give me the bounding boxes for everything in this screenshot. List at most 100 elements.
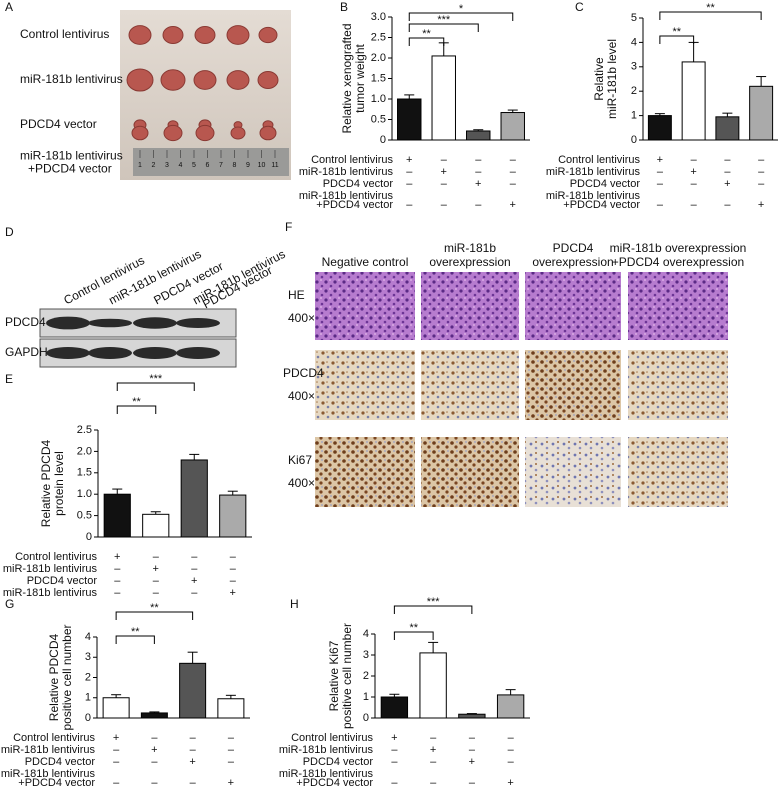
ihc-image: [525, 272, 621, 340]
column-label: overexpression: [532, 255, 613, 269]
tumor: [193, 70, 217, 90]
panel-label: F: [285, 220, 292, 234]
y-axis-label: positive cell number: [340, 623, 354, 729]
condition-sign: –: [113, 777, 120, 789]
y-axis-label: tumor weight: [353, 43, 367, 112]
bar: [102, 697, 130, 719]
y-tick-label: 0.5: [77, 510, 92, 522]
y-axis-label: Relative PDCD4: [39, 439, 53, 527]
tumor: [194, 26, 216, 44]
condition-sign: –: [114, 563, 121, 575]
condition-sign: +: [441, 166, 447, 178]
band: [88, 318, 132, 328]
significance-label: **: [409, 622, 418, 634]
ruler-label: 6: [206, 162, 210, 169]
condition-sign: –: [151, 777, 158, 789]
condition-sign: –: [430, 732, 437, 744]
condition-label: miR-181b lentivirus: [279, 768, 374, 780]
significance-bracket: [408, 23, 479, 32]
significance-label: ***: [427, 596, 441, 608]
condition-label: PDCD4 vector: [323, 178, 394, 190]
condition-sign: –: [190, 777, 197, 789]
bar: [431, 55, 456, 141]
ihc-grid: [315, 272, 728, 507]
panel-label: D: [5, 225, 14, 239]
condition-sign: –: [510, 166, 517, 178]
bar: [179, 662, 207, 719]
band: [46, 316, 90, 330]
band: [176, 318, 220, 328]
condition-sign: –: [191, 563, 198, 575]
significance-bracket: [659, 11, 762, 20]
condition-label: PDCD4 vector: [25, 756, 96, 768]
row-label: miR-181b lentivirus: [20, 72, 123, 86]
band: [46, 347, 90, 359]
condition-sign: –: [508, 756, 515, 768]
significance-bracket: [115, 635, 155, 644]
column-label: miR-181b overexpression: [610, 241, 747, 255]
tumor: [230, 126, 246, 140]
significance-bracket: [408, 12, 514, 21]
condition-sign: –: [230, 551, 237, 563]
significance-label: **: [706, 2, 715, 14]
y-tick-label: 0.5: [371, 113, 386, 125]
condition-label: miR-181b lentivirus: [299, 166, 394, 178]
condition-sign: –: [657, 166, 664, 178]
condition-sign: +: [153, 563, 159, 575]
row-label: +PDCD4 vector: [28, 162, 112, 176]
tumor: [131, 125, 149, 141]
y-tick-label: 1.5: [371, 72, 386, 84]
significance-label: *: [459, 3, 464, 15]
ihc-image: [315, 272, 415, 340]
bar: [681, 61, 706, 141]
condition-sign: –: [230, 563, 237, 575]
row-label: Control lentivirus: [20, 27, 109, 41]
condition-label: Control lentivirus: [311, 154, 393, 166]
condition-sign: +: [475, 178, 481, 190]
condition-sign: –: [406, 199, 413, 211]
condition-sign: –: [191, 587, 198, 599]
ruler: [133, 148, 289, 176]
ihc-image: [628, 272, 728, 340]
condition-sign: –: [475, 199, 482, 211]
condition-sign: +: [113, 732, 119, 744]
bar: [500, 112, 525, 141]
y-tick-label: 0: [86, 531, 92, 543]
row-label: PDCD4 vector: [20, 117, 97, 131]
ruler-label: 7: [219, 162, 223, 169]
row-label: PDCD4: [283, 366, 324, 380]
condition-sign: –: [391, 756, 398, 768]
condition-sign: –: [441, 199, 448, 211]
condition-sign: –: [430, 756, 437, 768]
significance-label: ***: [149, 373, 163, 385]
ihc-image: [628, 350, 728, 420]
bar: [103, 493, 131, 538]
ruler-label: 10: [258, 162, 266, 169]
condition-sign: –: [406, 178, 413, 190]
condition-sign: –: [190, 744, 197, 756]
tumor: [257, 71, 279, 89]
condition-sign: –: [469, 777, 476, 789]
column-label: +PDCD4 overexpression: [612, 255, 744, 269]
significance-bracket: [115, 611, 194, 620]
condition-sign: –: [724, 166, 731, 178]
ihc-image: [315, 437, 415, 507]
y-tick-label: 2: [85, 671, 91, 683]
ruler-label: 8: [233, 162, 237, 169]
condition-sign: –: [508, 732, 515, 744]
condition-sign: –: [406, 166, 413, 178]
bar: [140, 712, 168, 719]
condition-label: Control lentivirus: [13, 732, 95, 744]
y-tick-label: 4: [85, 631, 91, 643]
y-tick-label: 0: [631, 134, 637, 146]
condition-sign: –: [113, 756, 120, 768]
y-axis-label: miR-181b level: [605, 39, 619, 119]
ihc-image: [421, 437, 519, 507]
condition-sign: –: [469, 744, 476, 756]
condition-sign: –: [508, 744, 515, 756]
condition-sign: –: [691, 154, 698, 166]
y-tick-label: 4: [363, 628, 369, 640]
tumor: [128, 25, 152, 45]
y-tick-label: 0: [363, 712, 369, 724]
significance-label: **: [422, 28, 431, 40]
